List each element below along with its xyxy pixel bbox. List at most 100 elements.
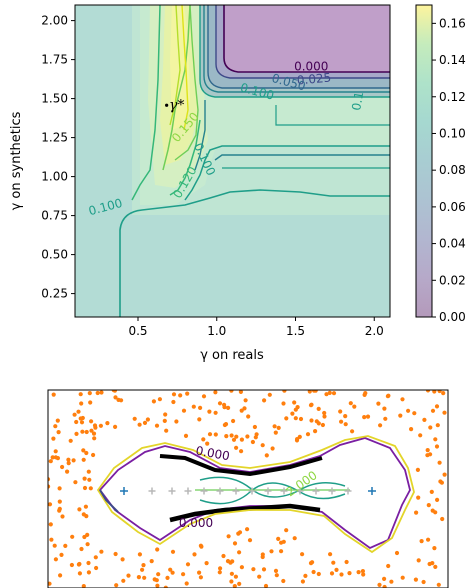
scatter-point [63, 543, 68, 549]
scatter-point [281, 401, 286, 406]
scatter-point [252, 424, 257, 430]
scatter-point [442, 472, 447, 477]
colorbar-tick-label: 0.10 [439, 126, 466, 140]
scatter-point [356, 570, 361, 575]
scatter-point [231, 437, 237, 442]
scatter-point [78, 392, 83, 397]
scatter-point [360, 569, 365, 574]
scatter-point [361, 572, 366, 577]
scatter-point [300, 579, 305, 584]
scatter-point [170, 570, 175, 575]
colorbar: 0.00 0.02 0.04 0.06 0.08 0.10 0.12 0.14 0.16 [415, 4, 466, 324]
y-ticks: 0.25 0.50 0.75 1.00 1.25 1.50 1.75 2.00 [41, 14, 75, 301]
panel2-background [48, 390, 448, 588]
scatter-point [425, 453, 430, 458]
y-tick-label: 1.25 [41, 131, 68, 145]
scatter-point [94, 565, 99, 571]
scatter-point [250, 439, 255, 445]
scatter-point [432, 546, 437, 551]
scatter-point [234, 434, 239, 439]
colorbar-tick-label: 0.08 [439, 163, 466, 177]
scatter-point [81, 512, 86, 517]
contour-label: 0.000 [195, 444, 231, 464]
scatter-point [415, 467, 420, 472]
contour-0.075 [203, 5, 390, 93]
scatter-point [213, 410, 218, 415]
scatter-point [191, 404, 196, 409]
scatter-point [89, 428, 94, 433]
scatter-point [437, 390, 442, 394]
scatter-point [382, 406, 387, 411]
scatter-point [198, 405, 203, 410]
contour-0.10-band [214, 154, 390, 161]
scatter-point [230, 559, 235, 564]
scatter-point [432, 390, 437, 394]
scatter-point [251, 567, 256, 572]
scatter-point [89, 419, 94, 424]
scatter-point [149, 559, 154, 564]
contour-0.16-right [181, 5, 189, 131]
scatter-point [350, 429, 355, 434]
contour-0.10-outer [119, 189, 390, 317]
contour-label: 0.000 [294, 60, 328, 74]
scatter-point [163, 585, 168, 588]
scatter-point [88, 400, 93, 405]
scatter-point [237, 530, 243, 535]
scatter-point [276, 536, 281, 542]
scatter-point [226, 405, 231, 410]
scatter-point [276, 425, 281, 430]
scatter-point [281, 539, 286, 544]
contour-0.025 [215, 5, 390, 79]
scatter-point [320, 422, 325, 428]
scatter-point [344, 559, 349, 565]
scatter-point [50, 455, 55, 460]
scatter-point [237, 581, 242, 587]
scatter-point [141, 563, 146, 568]
scatter-point [142, 420, 148, 425]
scatter-point [231, 418, 236, 424]
scatter-point [99, 390, 104, 395]
contour-teal-2 [199, 482, 346, 505]
scatter-point [246, 414, 251, 419]
scatter-point [99, 549, 104, 554]
scatter-point [327, 390, 332, 395]
scatter-point [334, 567, 339, 573]
scatter-point [197, 417, 202, 422]
scatter-point [126, 573, 131, 578]
scatter-point [303, 573, 308, 579]
scatter-point [170, 549, 176, 554]
scatter-point [331, 560, 336, 565]
scatter-point [439, 480, 444, 485]
scatter-point [440, 516, 445, 522]
scatter-point [229, 579, 234, 584]
scatter-point [229, 571, 234, 576]
scatter-point [257, 574, 262, 579]
scatter-point [53, 557, 59, 562]
scatter-point [55, 418, 60, 423]
scatter-point [217, 401, 223, 406]
scatter-point [435, 497, 440, 502]
scatter-point [300, 552, 305, 557]
scatter-point [154, 423, 160, 428]
scatter-point [181, 408, 187, 413]
scatter-point [218, 566, 223, 571]
scatter-point [290, 411, 295, 416]
x-tick-label: 1.5 [286, 324, 305, 338]
contour-teal-1 [199, 476, 346, 498]
scatter-point [48, 459, 53, 464]
contour-purple [98, 437, 411, 550]
scatter-point [222, 405, 227, 410]
scatter-point [48, 502, 53, 507]
scatter-point [363, 391, 368, 396]
scatter-point [85, 542, 90, 547]
scatter-point [86, 570, 91, 575]
scatter-point [328, 552, 333, 557]
scatter-point [308, 561, 314, 566]
scatter-point [245, 527, 250, 532]
scatter-point [339, 572, 344, 577]
scatter-point [284, 528, 289, 533]
scatter-point [347, 571, 352, 576]
scatter-point [91, 431, 97, 436]
scatter-point [66, 457, 71, 462]
